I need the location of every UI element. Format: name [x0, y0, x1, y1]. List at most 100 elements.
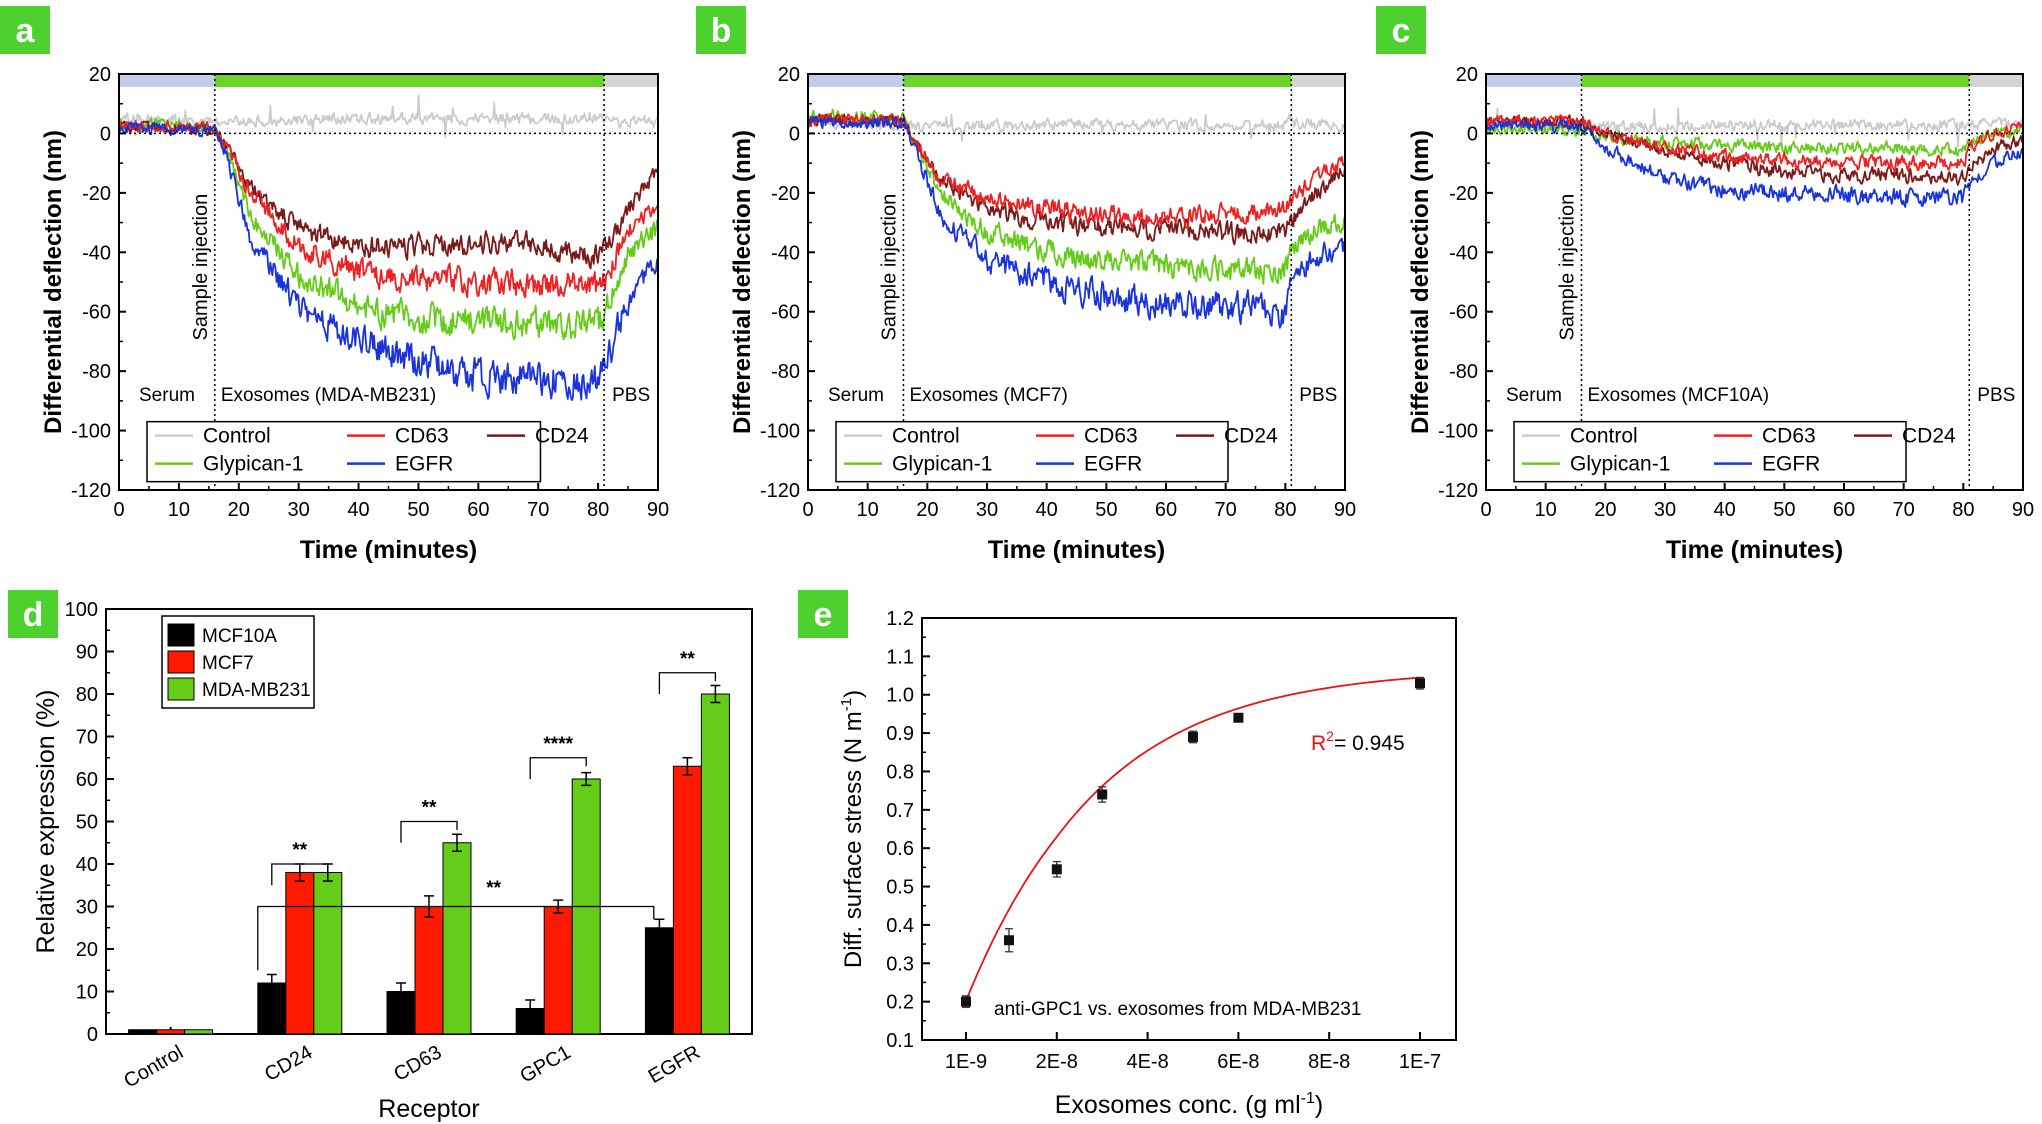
significance-label: ** [680, 649, 695, 670]
y-tick-label: -100 [71, 421, 111, 443]
y-axis-label: Differential deflection (nm) [729, 130, 756, 434]
significance-label: ** [422, 798, 437, 819]
y-tick-label: 20 [1456, 64, 1478, 86]
y-tick-label: -80 [771, 361, 800, 383]
exosome-phase-bar [903, 73, 1292, 87]
trace-control [1485, 107, 2024, 148]
legend-label-cd24: CD24 [535, 425, 589, 448]
x-tick-label: 20 [1594, 499, 1616, 521]
legend-label-cd63: CD63 [1762, 425, 1816, 448]
legend-label-glypican-1: Glypican-1 [892, 453, 992, 476]
panel-letter-box [0, 6, 50, 54]
bar-mcf7-cd24 [285, 872, 315, 1035]
significance-bracket [529, 757, 587, 779]
y-tick-label: -20 [82, 183, 111, 205]
panel-letter-text: d [23, 596, 44, 634]
significance-bracket [400, 820, 458, 843]
x-tick-label: 60 [1155, 499, 1177, 521]
serum-label: Serum [828, 385, 884, 406]
x-tick-label: CD24 [261, 1041, 316, 1086]
x-tick-label: 0 [802, 499, 813, 521]
x-tick-label: 90 [1334, 499, 1356, 521]
y-tick-label: -120 [760, 480, 800, 502]
y-tick-label: -60 [1449, 302, 1478, 324]
y-tick-label: 20 [76, 939, 98, 961]
y-tick-label: 1.0 [886, 685, 914, 707]
y-tick-label: 0.1 [886, 1030, 914, 1052]
panel-letter-e: e [798, 590, 848, 638]
legend: Control CD63 CD24 Glypican-1 EGFR [1513, 420, 1956, 483]
legend-label-cd24: CD24 [1224, 425, 1278, 448]
x-tick-label: 40 [1714, 499, 1736, 521]
x-tick-label: EGFR [645, 1041, 704, 1088]
significance-label: ** [486, 878, 501, 899]
trace-egfr [807, 115, 1346, 329]
pbs-label: PBS [1299, 385, 1337, 406]
y-axis-label: Diff. surface stress (N m-1) [838, 690, 867, 968]
x-tick-label: 30 [1654, 499, 1676, 521]
panel-letter-box [8, 590, 58, 638]
panel-letter-b: b [696, 6, 746, 54]
legend: Control CD63 CD24 Glypican-1 EGFR [835, 420, 1278, 483]
bar-mcf7-egfr [672, 765, 702, 1035]
y-tick-label: 1.2 [886, 608, 914, 630]
legend-box [146, 420, 542, 483]
y-tick-label: 0.8 [886, 761, 914, 783]
bar-mcf7-control [156, 1029, 186, 1035]
y-tick-label: -80 [82, 361, 111, 383]
y-tick-label: 0 [789, 123, 800, 145]
y-tick-label: 0.4 [886, 915, 914, 937]
y-tick-label: 0 [1467, 123, 1478, 145]
x-tick-label: 10 [168, 499, 190, 521]
y-tick-label: -80 [1449, 361, 1478, 383]
y-tick-label: 0.6 [886, 838, 914, 860]
y-axis-label: Relative expression (%) [32, 690, 60, 954]
x-tick-label: 50 [407, 499, 429, 521]
bar-mda-mb231-cd63 [442, 842, 472, 1035]
panel-letter-text: a [16, 12, 36, 50]
fit-r2-label: R2= 0.945 [1311, 728, 1405, 755]
pbs-label: PBS [612, 385, 650, 406]
x-axis-label: Time (minutes) [988, 536, 1165, 564]
y-axis-label: Differential deflection (nm) [1407, 130, 1434, 434]
x-tick-label: 10 [1535, 499, 1557, 521]
panel-letter-box [696, 6, 746, 54]
data-point [1233, 712, 1244, 723]
panel-letter-text: b [711, 12, 732, 50]
bar-mda-mb231-control [184, 1029, 214, 1035]
x-tick-label: 80 [1952, 499, 1974, 521]
x-axis-label: Receptor [378, 1095, 479, 1123]
legend-label-egfr: EGFR [395, 453, 453, 476]
y-tick-label: 30 [76, 897, 98, 919]
legend-box [1513, 420, 1907, 483]
legend-label-cd63: CD63 [395, 425, 449, 448]
y-tick-label: 20 [89, 64, 111, 86]
data-point [1051, 864, 1062, 875]
y-tick-label: -40 [1449, 242, 1478, 264]
x-axis-label: Exosomes conc. (g ml-1) [1055, 1090, 1323, 1119]
serum-phase-bar [119, 73, 215, 87]
y-tick-label: 0.2 [886, 992, 914, 1014]
trace-egfr [1485, 118, 2024, 208]
x-tick-label: 50 [1773, 499, 1795, 521]
pbs-phase-bar [1969, 73, 2023, 87]
x-tick-label: 50 [1095, 499, 1117, 521]
y-tick-label: 70 [76, 727, 98, 749]
injection-label: Sample injection [878, 194, 900, 341]
legend-label-control: Control [203, 425, 271, 448]
legend-swatch-mcf10a [167, 623, 195, 647]
fit-curve [965, 676, 1421, 1002]
legend-label-egfr: EGFR [1084, 453, 1142, 476]
x-tick-label: GPC1 [517, 1041, 575, 1087]
x-tick-label: 0 [113, 499, 124, 521]
exosomes-label: Exosomes (MCF10A) [1587, 385, 1769, 406]
x-axis-label: Time (minutes) [300, 536, 477, 564]
data-point [1097, 789, 1108, 800]
y-tick-label: -100 [1438, 421, 1478, 443]
y-tick-label: -60 [771, 302, 800, 324]
y-tick-label: -100 [760, 421, 800, 443]
x-tick-label: 0 [1480, 499, 1491, 521]
x-tick-label: 20 [228, 499, 250, 521]
